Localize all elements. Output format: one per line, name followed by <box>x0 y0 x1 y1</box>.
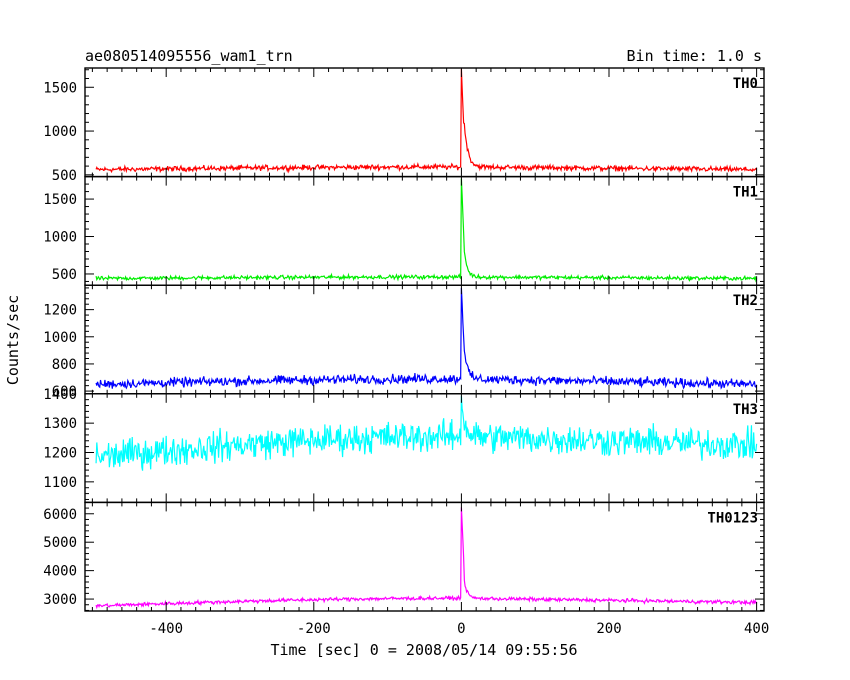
y-tick-label: 5000 <box>43 535 77 551</box>
y-tick-label: 800 <box>52 357 77 373</box>
panel-frame <box>84 67 765 178</box>
series-line-th0123 <box>95 507 758 610</box>
y-tick-label: 1100 <box>43 475 77 491</box>
y-tick-label: 1300 <box>43 416 77 432</box>
y-tick-label: 1200 <box>43 303 77 319</box>
y-tick-label: 6000 <box>43 507 77 523</box>
panels-group: 500 1000 1500 TH0 500 1000 1500 TH1 600 800 1000 12… <box>43 67 769 637</box>
series-label-th3: TH3 <box>733 402 758 418</box>
y-tick-label: 1500 <box>43 80 77 96</box>
panel-th1: 500 1000 1500 TH1 <box>43 175 765 286</box>
x-tick-label: -400 <box>149 621 183 637</box>
x-tick-label: 0 <box>457 621 465 637</box>
panel-th0: 500 1000 1500 TH0 <box>43 67 765 184</box>
series-label-th0123: TH0123 <box>707 510 758 526</box>
y-tick-label: 1200 <box>43 446 77 462</box>
series-line-th3 <box>95 395 758 471</box>
panel-frame <box>84 501 765 612</box>
series-line-th2 <box>95 288 758 390</box>
y-tick-label: 600 <box>52 384 77 400</box>
chart-title: ae080514095556_wam1_trn <box>85 47 293 65</box>
y-tick-label: 1400 <box>43 387 77 403</box>
y-tick-label: 4000 <box>43 564 77 580</box>
panel-th0123: 3000 4000 5000 6000 TH0123 <box>43 501 765 612</box>
series-line-th1 <box>95 178 758 283</box>
y-tick-label: 1500 <box>43 192 77 208</box>
y-tick-label: 500 <box>52 267 77 283</box>
series-label-th0: TH0 <box>733 76 758 92</box>
panel-th3: 1100 1200 1300 1400 TH3 <box>43 387 765 504</box>
panel-th2: 600 800 1000 1200 TH2 <box>43 284 765 400</box>
x-axis-label: Time [sec] 0 = 2008/05/14 09:55:56 <box>270 641 577 659</box>
bin-time-label: Bin time: 1.0 s <box>627 47 762 65</box>
series-label-th1: TH1 <box>733 185 758 201</box>
y-tick-label: 1000 <box>43 330 77 346</box>
x-tick-label: -200 <box>297 621 331 637</box>
panel-frame <box>84 175 765 286</box>
y-tick-label: 1000 <box>43 124 77 140</box>
y-tick-label: 3000 <box>43 592 77 608</box>
y-axis-label: Counts/sec <box>4 295 22 385</box>
x-tick-label: 200 <box>596 621 621 637</box>
series-line-th0 <box>95 68 758 174</box>
series-label-th2: TH2 <box>733 293 758 309</box>
y-tick-label: 500 <box>52 168 77 184</box>
y-tick-label: 1000 <box>43 230 77 246</box>
x-tick-label: 400 <box>744 621 769 637</box>
